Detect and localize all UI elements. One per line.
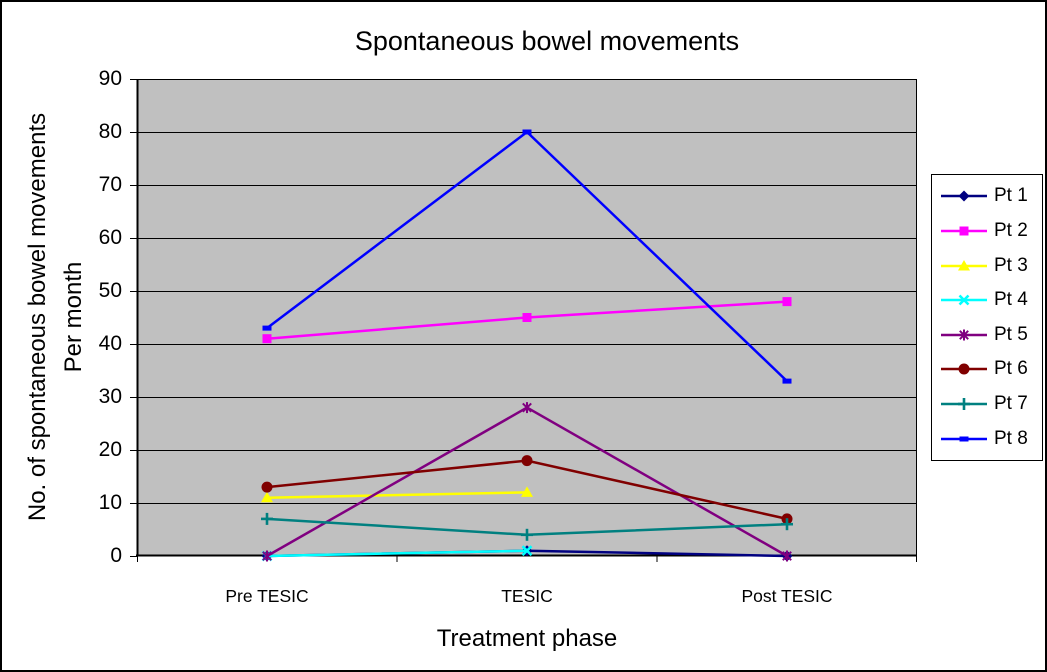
y-tick-label-80: 80	[98, 120, 122, 143]
marker-pt-2-1	[522, 313, 532, 322]
legend-swatch-pt-5	[941, 329, 987, 341]
chart-title: Spontaneous bowel movements	[354, 26, 740, 56]
legend-label-pt-6: Pt 6	[994, 358, 1028, 380]
chart-legend: Pt 1 Pt 2 Pt 3 Pt 4 Pt 5 Pt 6 Pt 7 Pt 8	[931, 174, 1043, 461]
legend-item-pt-1: Pt 1	[932, 185, 1042, 207]
y-axis-title-line2: Per month	[60, 261, 87, 373]
y-tick-label-30: 30	[98, 385, 122, 408]
marker-pt-3-0	[261, 491, 273, 503]
marker-pt-7-1	[521, 528, 533, 541]
legend-marker-pt-7	[958, 398, 970, 411]
legend-marker-pt-6	[958, 363, 970, 375]
y-tick-label-20: 20	[98, 438, 122, 461]
legend-swatch-pt-8	[941, 436, 987, 442]
legend-item-pt-8: Pt 8	[932, 428, 1042, 450]
y-tick-label-0: 0	[110, 544, 122, 567]
y-tick-label-40: 40	[98, 332, 122, 355]
marker-pt-5-2	[782, 550, 792, 562]
x-tick-label-post-tesic: Post TESIC	[741, 586, 833, 606]
marker-pt-7-0	[261, 512, 273, 525]
legend-item-pt-3: Pt 3	[932, 255, 1042, 277]
chart-plot-area	[130, 79, 917, 562]
marker-pt-8-2	[782, 378, 792, 384]
y-tick-label-70: 70	[98, 173, 122, 196]
legend-label-pt-1: Pt 1	[994, 185, 1028, 207]
marker-pt-3-1	[521, 486, 533, 497]
y-tick-label-10: 10	[98, 491, 122, 514]
marker-pt-6-0	[261, 481, 273, 493]
y-axis-title-line1: No. of spontaneous bowel movements	[24, 112, 51, 522]
legend-label-pt-4: Pt 4	[994, 289, 1028, 311]
series-line-pt-3	[266, 491, 528, 499]
marker-pt-5-0	[262, 550, 272, 562]
marker-pt-2-0	[262, 334, 272, 344]
x-axis-title: Treatment phase	[436, 625, 618, 652]
legend-item-pt-7: Pt 7	[932, 393, 1042, 415]
legend-item-pt-6: Pt 6	[932, 358, 1042, 380]
legend-swatch-pt-7	[941, 398, 987, 411]
legend-swatch-pt-3	[941, 259, 987, 271]
y-tick-label-90: 90	[98, 67, 122, 90]
legend-swatch-pt-1	[941, 190, 987, 202]
legend-label-pt-5: Pt 5	[994, 323, 1028, 345]
marker-pt-5-1	[522, 402, 532, 414]
legend-item-pt-4: Pt 4	[932, 289, 1042, 311]
legend-label-pt-8: Pt 8	[994, 427, 1028, 449]
x-tick-label-tesic: TESIC	[501, 586, 553, 606]
marker-pt-6-1	[521, 455, 533, 467]
legend-marker-pt-3	[958, 259, 970, 271]
marker-pt-4-1	[521, 545, 533, 557]
legend-label-pt-2: Pt 2	[994, 219, 1028, 241]
marker-pt-8-0	[262, 325, 272, 331]
plot-svg	[130, 79, 917, 562]
x-tick-label-pre-tesic: Pre TESIC	[225, 586, 309, 606]
legend-marker-pt-4	[958, 294, 970, 306]
legend-marker-pt-8	[959, 436, 969, 442]
marker-pt-7-2	[781, 518, 793, 531]
legend-marker-pt-2	[959, 226, 969, 236]
legend-label-pt-7: Pt 7	[994, 393, 1028, 415]
y-tick-label-50: 50	[98, 279, 122, 302]
legend-marker-pt-5	[959, 329, 969, 341]
legend-swatch-pt-4	[941, 294, 987, 306]
legend-label-pt-3: Pt 3	[994, 254, 1028, 276]
legend-marker-pt-1	[958, 190, 970, 202]
y-tick-label-60: 60	[98, 226, 122, 249]
marker-pt-2-2	[782, 297, 792, 307]
legend-swatch-pt-2	[941, 226, 987, 236]
marker-pt-8-1	[522, 129, 532, 135]
legend-item-pt-2: Pt 2	[932, 220, 1042, 242]
series-line-pt-4	[266, 549, 528, 558]
legend-swatch-pt-6	[941, 363, 987, 375]
legend-item-pt-5: Pt 5	[932, 324, 1042, 346]
series-line-pt-8	[266, 130, 788, 383]
